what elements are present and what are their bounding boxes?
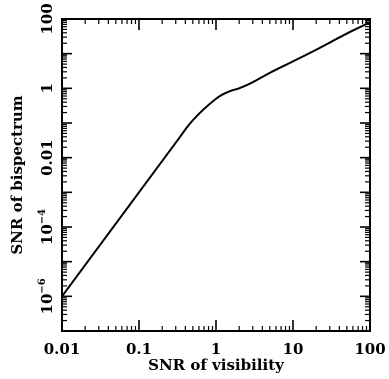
x-tick-label: 0.01 — [44, 340, 81, 358]
y-tick-label: 100 — [38, 3, 56, 34]
major-ticks — [61, 18, 371, 332]
y-tick-label: 1 — [38, 83, 56, 93]
y-axis-title: SNR of bispectrum — [8, 95, 26, 254]
plot-frame — [61, 18, 371, 332]
y-tick-label: 10−6 — [37, 278, 56, 314]
y-tick-label: 0.01 — [38, 139, 56, 176]
x-tick-labels: 0.01 0.1 1 10 100 — [44, 340, 386, 358]
y-tick-label: 10−4 — [37, 209, 56, 245]
x-axis-title: SNR of visibility — [148, 356, 285, 374]
series-line — [61, 21, 371, 297]
y-tick-labels: 10−6 10−4 0.01 1 100 — [37, 3, 56, 314]
x-tick-label: 100 — [354, 340, 385, 358]
minor-ticks — [62, 19, 370, 331]
x-tick-label: 0.1 — [126, 340, 152, 358]
x-tick-label: 1 — [211, 340, 221, 358]
x-tick-label: 10 — [283, 340, 304, 358]
